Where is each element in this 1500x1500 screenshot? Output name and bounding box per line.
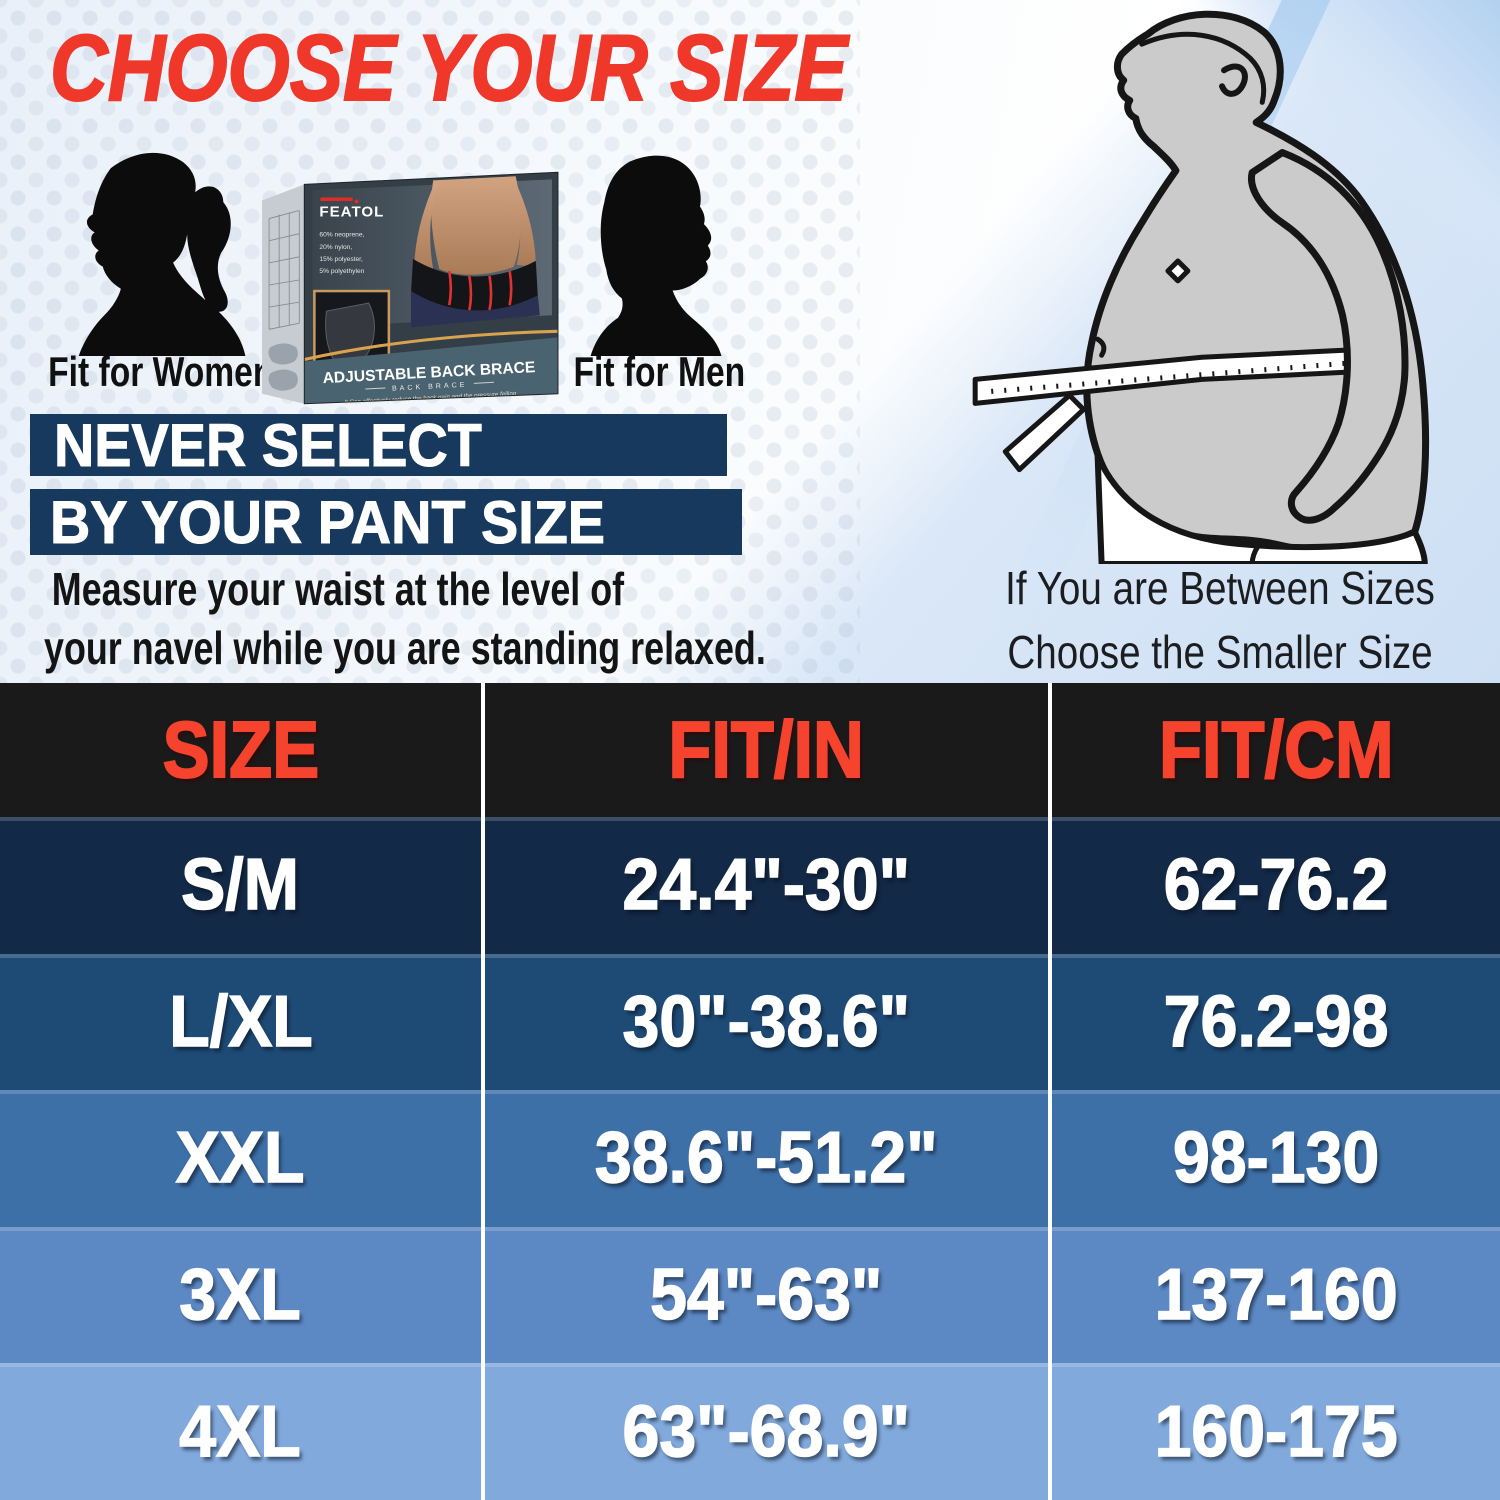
fit-cm-cell: 62-76.2	[1163, 845, 1389, 927]
box-side-brace-icon	[268, 369, 298, 391]
measure-instruction: Measure your waist at the level of your …	[44, 560, 844, 678]
brand-logo: FEATOL	[319, 204, 384, 221]
brace-on-model	[411, 258, 538, 312]
woman-silhouette-icon	[78, 152, 246, 356]
fit-in-cell: 38.6"-51.2"	[594, 1118, 938, 1200]
fit-in-cell: 54"-63"	[650, 1254, 884, 1336]
measure-instruction-line2: your navel while you are standing relaxe…	[44, 621, 766, 674]
box-side-brace-icon	[268, 343, 298, 365]
table-row-xxl: XXL 38.6"-51.2" 98-130	[0, 1090, 1500, 1227]
between-sizes-line1: If You are Between Sizes	[1005, 562, 1435, 614]
size-chart-table: SIZE FIT/IN FIT/CM S/M 24.4"-30" 62-76.2…	[0, 683, 1500, 1500]
fit-for-men-label: Fit for Men	[573, 348, 746, 395]
svg-text:60% neoprene,: 60% neoprene,	[319, 232, 364, 239]
fit-in-cell: 30"-38.6"	[622, 981, 911, 1063]
hero-section: CHOOSE YOUR SIZE Fit for Women	[0, 0, 1500, 683]
table-row-3xl: 3XL 54"-63" 137-160	[0, 1226, 1500, 1364]
header-fit-cm: FIT/CM	[1158, 704, 1394, 795]
table-row-sm: S/M 24.4"-30" 62-76.2	[0, 817, 1500, 954]
size-cell: XXL	[175, 1118, 305, 1200]
between-sizes-line2: Choose the Smaller Size	[1007, 626, 1433, 679]
fit-in-cell: 24.4"-30"	[622, 845, 911, 927]
table-row-4xl: 4XL 63"-68.9" 160-175	[0, 1363, 1500, 1500]
fit-cm-cell: 76.2-98	[1163, 981, 1389, 1063]
between-sizes-note: If You are Between Sizes Choose the Smal…	[950, 556, 1490, 683]
size-cell: S/M	[181, 845, 300, 927]
size-cell: L/XL	[168, 981, 313, 1063]
svg-text:5% polyethylen: 5% polyethylen	[319, 268, 364, 275]
fit-cm-cell: 98-130	[1172, 1118, 1380, 1200]
fit-for-women-label: Fit for Women	[48, 348, 274, 395]
fit-cm-cell: 137-160	[1154, 1254, 1398, 1336]
man-measuring-waist-illustration	[972, 10, 1430, 564]
size-cell: 4XL	[179, 1391, 302, 1473]
size-cell: 3XL	[179, 1254, 302, 1336]
product-box-image: FEATOL 60% neoprene, 20% nylon, 15% poly…	[262, 171, 559, 406]
header-size: SIZE	[161, 704, 319, 795]
fit-cm-cell: 160-175	[1154, 1391, 1398, 1473]
svg-text:15% polyester,: 15% polyester,	[319, 256, 363, 263]
measure-instruction-line1: Measure your waist at the level of	[51, 563, 625, 615]
table-row-lxl: L/XL 30"-38.6" 76.2-98	[0, 953, 1500, 1091]
box-side-size-chart	[268, 210, 300, 330]
never-select-banner: NEVER SELECT	[30, 411, 727, 479]
box-banner	[304, 337, 558, 404]
pant-size-banner: BY YOUR PANT SIZE	[30, 488, 742, 556]
man-silhouette-icon	[590, 155, 722, 356]
model-pants	[411, 291, 540, 328]
fit-in-cell: 63"-68.9"	[622, 1391, 911, 1473]
materials-text: 60% neoprene, 20% nylon, 15% polyester, …	[319, 232, 364, 275]
svg-text:20% nylon,: 20% nylon,	[319, 244, 352, 251]
box-product-subtitle: BACK BRACE	[392, 382, 468, 393]
size-table-header-row: SIZE FIT/IN FIT/CM	[0, 683, 1500, 817]
page-title: CHOOSE YOUR SIZE	[49, 14, 848, 121]
header-fit-in: FIT/IN	[668, 704, 865, 795]
brace-red-stripes	[447, 270, 513, 311]
